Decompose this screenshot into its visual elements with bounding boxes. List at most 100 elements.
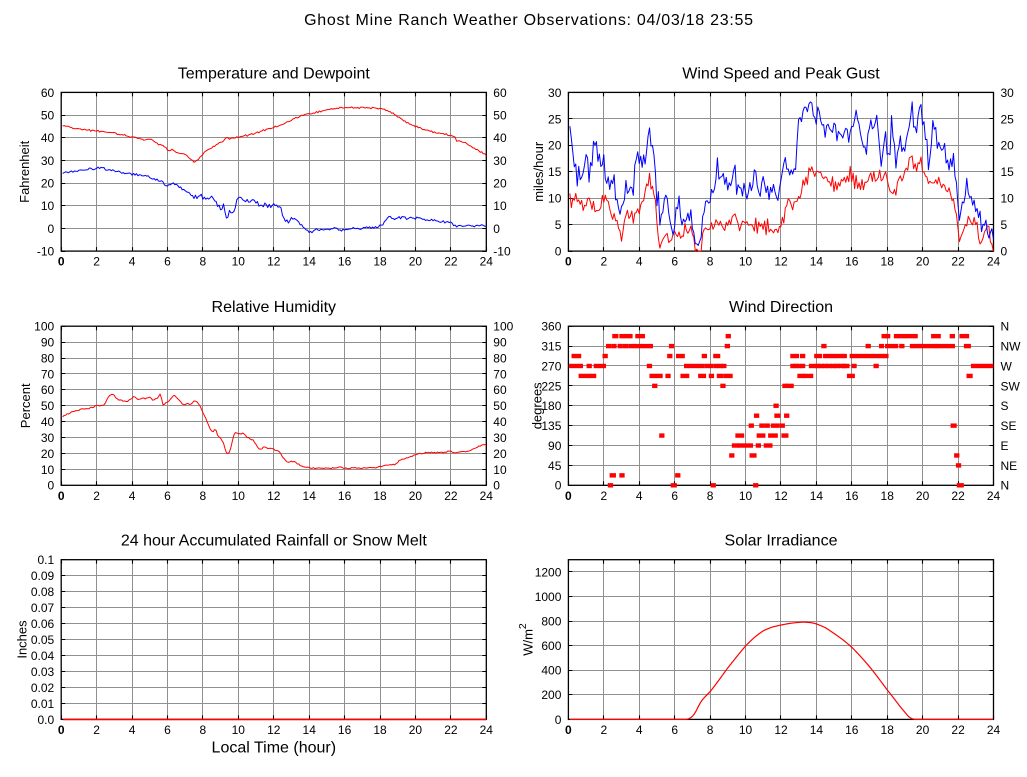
svg-text:0: 0 [58, 723, 65, 737]
svg-text:2: 2 [600, 255, 607, 269]
svg-text:S: S [1001, 399, 1009, 413]
svg-text:22: 22 [444, 255, 458, 269]
svg-text:W/m2: W/m2 [517, 623, 536, 656]
svg-text:15: 15 [1001, 165, 1015, 179]
svg-text:60: 60 [41, 86, 55, 100]
svg-text:10: 10 [232, 489, 246, 503]
svg-text:15: 15 [548, 165, 562, 179]
svg-text:16: 16 [338, 489, 352, 503]
svg-text:Ghost Mine Ranch Weather Obser: Ghost Mine Ranch Weather Observations: 0… [304, 12, 754, 29]
svg-text:Relative Humidity: Relative Humidity [212, 299, 336, 316]
svg-text:SW: SW [1001, 379, 1021, 393]
svg-text:20: 20 [409, 723, 423, 737]
svg-text:10: 10 [548, 192, 562, 206]
svg-text:14: 14 [810, 489, 824, 503]
svg-text:30: 30 [41, 154, 55, 168]
svg-text:0.1: 0.1 [38, 553, 55, 567]
svg-text:8: 8 [200, 489, 207, 503]
svg-text:40: 40 [41, 131, 55, 145]
svg-text:0: 0 [565, 723, 572, 737]
svg-text:40: 40 [41, 415, 55, 429]
svg-text:10: 10 [493, 463, 507, 477]
svg-text:30: 30 [548, 86, 562, 100]
svg-text:14: 14 [810, 723, 824, 737]
svg-text:18: 18 [881, 489, 895, 503]
svg-text:2: 2 [600, 489, 607, 503]
svg-text:10: 10 [739, 489, 753, 503]
svg-text:Solar Irradiance: Solar Irradiance [725, 533, 838, 550]
svg-text:6: 6 [671, 255, 678, 269]
svg-text:20: 20 [409, 255, 423, 269]
svg-text:0: 0 [58, 489, 65, 503]
svg-text:180: 180 [541, 399, 561, 413]
svg-text:0: 0 [58, 255, 65, 269]
svg-text:Fahrenheit: Fahrenheit [17, 140, 32, 203]
svg-text:50: 50 [41, 399, 55, 413]
svg-text:30: 30 [493, 431, 507, 445]
svg-text:24: 24 [480, 255, 494, 269]
svg-text:2: 2 [93, 723, 100, 737]
svg-text:Percent: Percent [18, 383, 33, 428]
svg-text:12: 12 [774, 255, 788, 269]
svg-text:24 hour Accumulated Rainfall o: 24 hour Accumulated Rainfall or Snow Mel… [121, 533, 427, 550]
svg-text:6: 6 [164, 255, 171, 269]
svg-text:12: 12 [267, 723, 281, 737]
svg-text:0: 0 [555, 479, 562, 493]
svg-text:1000: 1000 [535, 590, 562, 604]
svg-text:W: W [1001, 359, 1013, 373]
svg-text:4: 4 [636, 723, 643, 737]
svg-text:18: 18 [373, 255, 387, 269]
svg-text:8: 8 [200, 255, 207, 269]
svg-text:6: 6 [671, 489, 678, 503]
svg-text:20: 20 [916, 255, 930, 269]
svg-text:5: 5 [1001, 218, 1008, 232]
svg-text:4: 4 [636, 489, 643, 503]
svg-text:10: 10 [41, 199, 55, 213]
svg-text:225: 225 [541, 379, 561, 393]
svg-text:30: 30 [1001, 86, 1015, 100]
svg-text:360: 360 [541, 320, 561, 334]
svg-text:0: 0 [48, 222, 55, 236]
svg-text:12: 12 [267, 489, 281, 503]
svg-text:10: 10 [232, 723, 246, 737]
svg-text:0.0: 0.0 [38, 713, 55, 727]
svg-text:16: 16 [845, 255, 859, 269]
svg-text:0: 0 [565, 489, 572, 503]
svg-text:0.02: 0.02 [31, 681, 55, 695]
svg-text:800: 800 [541, 615, 561, 629]
svg-text:4: 4 [636, 255, 643, 269]
svg-text:270: 270 [541, 359, 561, 373]
svg-text:30: 30 [493, 154, 507, 168]
svg-text:80: 80 [41, 351, 55, 365]
svg-text:0: 0 [555, 245, 562, 259]
svg-text:10: 10 [739, 255, 753, 269]
svg-text:14: 14 [303, 255, 317, 269]
svg-text:0.07: 0.07 [31, 601, 55, 615]
svg-text:SE: SE [1001, 419, 1017, 433]
svg-text:-10: -10 [37, 245, 55, 259]
svg-text:40: 40 [493, 131, 507, 145]
svg-text:0.01: 0.01 [31, 697, 55, 711]
svg-text:25: 25 [548, 112, 562, 126]
svg-text:600: 600 [541, 639, 561, 653]
svg-text:20: 20 [493, 177, 507, 191]
svg-text:20: 20 [409, 489, 423, 503]
svg-text:20: 20 [41, 447, 55, 461]
svg-text:14: 14 [303, 723, 317, 737]
svg-text:0.06: 0.06 [31, 617, 55, 631]
svg-text:E: E [1001, 439, 1009, 453]
svg-text:Wind Direction: Wind Direction [729, 299, 833, 316]
svg-text:2: 2 [93, 255, 100, 269]
svg-text:18: 18 [881, 255, 895, 269]
svg-text:20: 20 [916, 489, 930, 503]
svg-text:0: 0 [565, 255, 572, 269]
svg-text:45: 45 [548, 459, 562, 473]
svg-text:12: 12 [267, 255, 281, 269]
svg-text:8: 8 [200, 723, 207, 737]
svg-text:0.08: 0.08 [31, 585, 55, 599]
svg-text:6: 6 [671, 723, 678, 737]
svg-text:16: 16 [845, 723, 859, 737]
svg-text:NW: NW [1001, 340, 1022, 354]
svg-text:24: 24 [480, 489, 494, 503]
svg-text:22: 22 [951, 255, 965, 269]
